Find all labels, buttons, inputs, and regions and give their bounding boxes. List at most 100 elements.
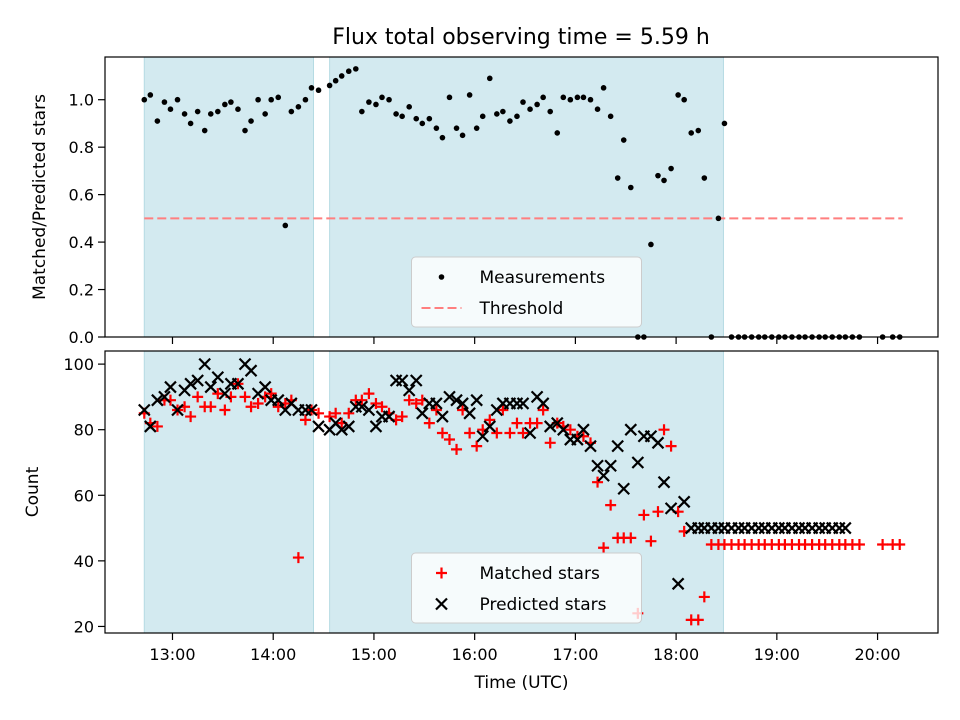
matched-point xyxy=(356,394,368,406)
measurement-point xyxy=(648,241,654,248)
matched-point xyxy=(645,535,657,547)
predicted-point xyxy=(382,410,396,423)
matched-point xyxy=(443,434,455,446)
predicted-point xyxy=(258,380,272,394)
measurement-point xyxy=(547,108,554,115)
predicted-point xyxy=(577,423,590,436)
x-tick-label: 16:00 xyxy=(452,645,498,664)
measurement-point xyxy=(433,125,440,131)
measurement-point xyxy=(353,66,359,72)
predicted-point xyxy=(584,439,597,453)
predicted-point xyxy=(463,407,476,420)
predicted-point xyxy=(523,426,537,440)
legend: Matched stars Predicted stars xyxy=(411,552,642,624)
predicted-point xyxy=(812,521,826,535)
series-matched-stars xyxy=(138,378,906,626)
measurement-point xyxy=(187,120,194,127)
measurement-point xyxy=(446,94,453,101)
measurement-point xyxy=(338,73,345,79)
predicted-point xyxy=(624,423,638,436)
measurement-point xyxy=(507,118,513,124)
predicted-point xyxy=(651,436,665,450)
matched-point xyxy=(299,414,311,426)
matched-point xyxy=(471,440,483,452)
predicted-point xyxy=(158,390,171,404)
measurement-point xyxy=(228,99,234,105)
matched-point xyxy=(511,417,523,429)
measurement-point xyxy=(268,96,274,103)
matched-point xyxy=(205,401,217,413)
shaded-interval-1 xyxy=(143,56,315,338)
predicted-point xyxy=(450,393,463,407)
matched-point xyxy=(625,532,637,544)
predicted-point xyxy=(138,403,151,417)
legend-label: Predicted stars xyxy=(480,595,607,615)
axes-frame xyxy=(104,56,939,338)
matched-point xyxy=(537,404,549,416)
legend-label: Measurements xyxy=(480,268,606,288)
measurement-point xyxy=(668,165,674,172)
predicted-point xyxy=(536,397,550,410)
matched-point xyxy=(564,424,576,436)
measurement-point xyxy=(393,111,399,117)
matched-point xyxy=(292,552,304,564)
matched-point xyxy=(544,437,556,449)
matched-point xyxy=(464,427,476,439)
x-tick-label: 18:00 xyxy=(653,645,699,664)
predicted-point xyxy=(416,407,429,420)
measurement-point xyxy=(141,96,148,103)
predicted-point xyxy=(204,380,218,394)
measurement-point xyxy=(587,96,594,103)
predicted-point xyxy=(305,403,318,417)
y-tick-label: 60 xyxy=(74,486,94,505)
matched-point xyxy=(652,506,664,518)
predicted-point xyxy=(483,420,497,433)
matched-point xyxy=(894,538,906,550)
matched-point xyxy=(403,394,415,406)
measurement-point xyxy=(594,106,601,113)
predicted-point xyxy=(271,393,285,407)
x-tick-label: 17:00 xyxy=(552,645,598,664)
matched-point xyxy=(665,440,677,452)
predicted-point xyxy=(470,393,483,407)
y-tick-label: 40 xyxy=(74,552,94,571)
measurement-point xyxy=(207,111,214,117)
matched-point xyxy=(853,538,865,550)
top-panel: 0.0 0.2 0.4 0.6 0.8 1.0 Matched/Predicted star… xyxy=(30,56,939,347)
axes-frame xyxy=(104,350,939,634)
measurement-point xyxy=(607,113,614,120)
measurement-point xyxy=(701,175,708,181)
x-tick-label: 20:00 xyxy=(855,645,901,664)
matched-point xyxy=(692,614,704,626)
predicted-point xyxy=(144,420,157,433)
matched-point xyxy=(605,499,617,511)
measurement-point xyxy=(560,94,567,101)
matched-point xyxy=(531,417,543,429)
matched-point xyxy=(212,388,224,400)
predicted-point xyxy=(664,502,678,515)
measurement-point xyxy=(181,111,188,117)
legend-predicted-marker xyxy=(435,597,448,611)
predicted-point xyxy=(342,420,356,433)
measurement-point xyxy=(580,94,587,101)
predicted-point xyxy=(476,429,489,443)
measurement-point xyxy=(466,92,473,98)
measurement-point xyxy=(655,172,661,179)
matched-point xyxy=(343,407,355,419)
matched-point xyxy=(410,397,422,409)
measurement-point xyxy=(359,108,365,115)
predicted-point xyxy=(430,397,443,410)
matched-point xyxy=(484,414,496,426)
measurement-point xyxy=(373,101,379,108)
predicted-point xyxy=(456,397,469,410)
predicted-point xyxy=(839,521,852,535)
measurement-point xyxy=(262,111,268,117)
x-tick-label: 13:00 xyxy=(149,645,195,664)
predicted-point xyxy=(752,521,765,535)
predicted-point xyxy=(792,521,806,535)
measurement-point xyxy=(215,108,221,115)
predicted-point xyxy=(164,380,177,394)
legend-box xyxy=(411,256,642,328)
predicted-point xyxy=(833,521,846,535)
